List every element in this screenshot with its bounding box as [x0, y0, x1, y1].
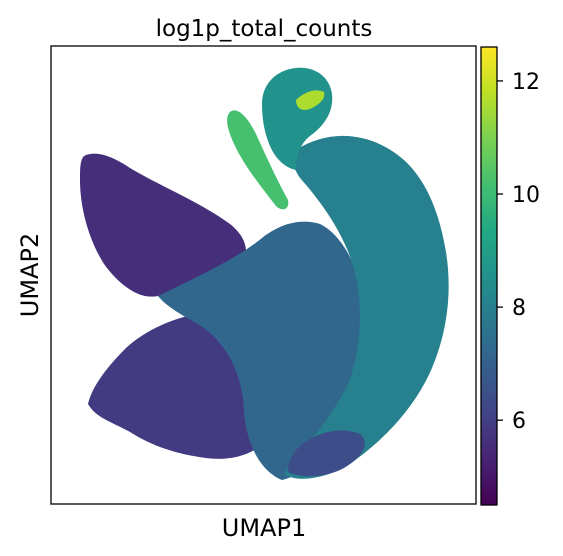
colorbar-tick-label: 8 [512, 296, 526, 321]
point-cloud [80, 67, 449, 480]
y-axis-label: UMAP2 [16, 233, 44, 317]
region-left-upper-arm [80, 153, 247, 297]
region-right-fan [284, 135, 449, 479]
colorbar-tick-label: 12 [512, 70, 540, 95]
plot-frame [50, 45, 477, 505]
colorbar-gradient [481, 47, 497, 505]
chart-title: log1p_total_counts [156, 16, 373, 42]
colorbar-tick-label: 10 [512, 183, 540, 208]
colorbar-tick-label: 6 [512, 409, 526, 434]
colorbar-frame [480, 46, 498, 506]
region-upper-streak [227, 110, 289, 210]
region-bottom-right-tail [288, 430, 365, 477]
colorbar: 6 8 10 12 [480, 46, 540, 506]
region-central-body [158, 221, 367, 480]
x-axis-label: UMAP1 [222, 514, 306, 542]
region-hook-tip [296, 90, 325, 110]
